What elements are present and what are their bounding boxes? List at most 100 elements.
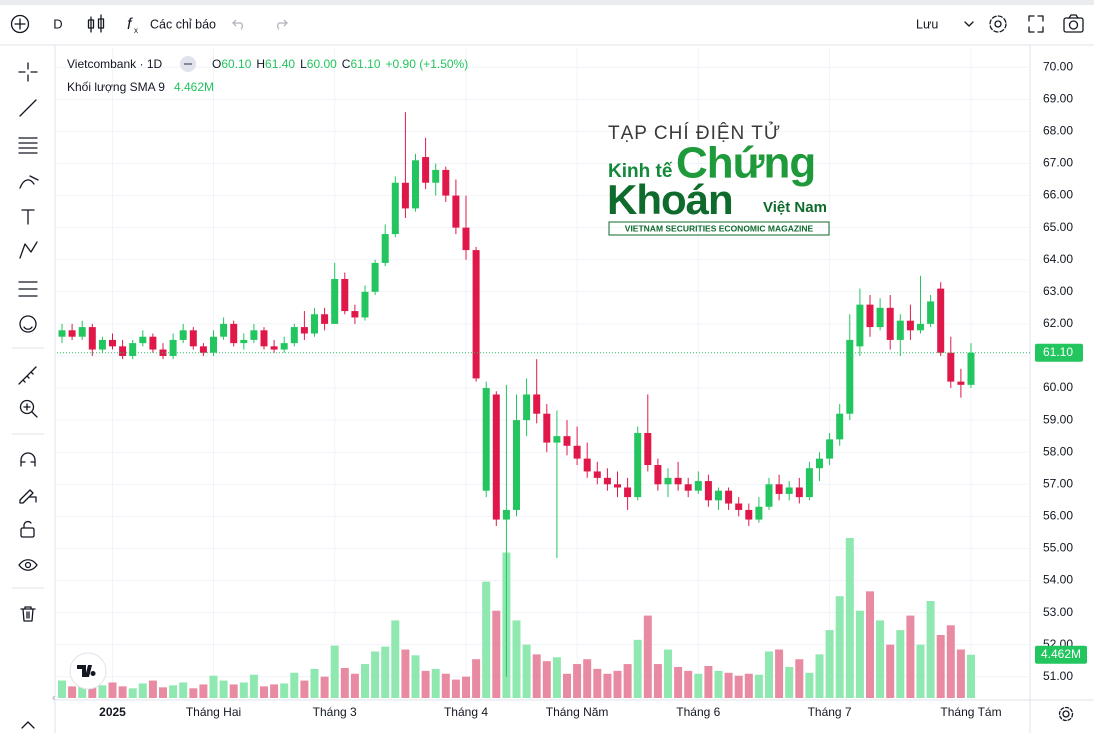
watermark-chung: Chứng <box>676 139 815 188</box>
candle-body <box>947 352 955 382</box>
volume-bar <box>744 673 753 698</box>
candle-body <box>260 330 268 347</box>
candle-body <box>381 234 389 263</box>
candle-body <box>553 436 561 443</box>
legend-key: L <box>300 57 307 71</box>
fib-tool[interactable] <box>18 137 38 154</box>
watermark-viet-nam: Việt Nam <box>763 199 827 216</box>
volume-bar <box>573 664 582 698</box>
volume-bar <box>391 620 400 698</box>
candle-body <box>432 169 440 183</box>
candle-body <box>412 160 419 209</box>
candle-body <box>886 307 894 340</box>
screenshot-button[interactable] <box>1063 14 1084 33</box>
volume-bar <box>330 645 339 698</box>
candle-body <box>472 250 480 379</box>
candle-body <box>189 330 197 347</box>
candle-body <box>149 336 157 350</box>
more-tools[interactable] <box>21 721 35 729</box>
candle-body <box>634 432 642 498</box>
chart-type-button[interactable] <box>87 14 105 33</box>
legend-value: 60.00 <box>307 57 337 71</box>
volume-bar <box>563 673 571 698</box>
visibility-tool[interactable] <box>18 559 38 571</box>
y-tick-label: 58.00 <box>1043 444 1073 458</box>
y-tick-label: 67.00 <box>1043 156 1073 170</box>
brush-tool[interactable] <box>19 175 39 189</box>
save-button[interactable]: Lưu <box>916 17 938 31</box>
last-price-label: 61.10 <box>1043 345 1073 359</box>
y-tick-label: 51.00 <box>1043 669 1073 683</box>
volume-bar <box>734 675 743 698</box>
volume-bar <box>68 686 77 698</box>
zoom-tool[interactable] <box>19 399 38 418</box>
candle-body <box>836 413 844 440</box>
volume-bar <box>926 601 935 698</box>
fullscreen-button[interactable] <box>1028 15 1044 33</box>
volume-bar <box>674 666 683 698</box>
scroll-left[interactable]: ‹ <box>52 693 55 704</box>
candle-body <box>745 509 753 520</box>
volume-bar <box>179 682 188 698</box>
volume-bar <box>946 625 955 698</box>
prediction-tool[interactable] <box>18 281 38 297</box>
volume-bar <box>855 610 864 698</box>
volume-bar <box>260 686 268 698</box>
emoji-tool[interactable] <box>19 315 37 333</box>
volume-bar <box>58 680 66 698</box>
volume-bar <box>532 654 541 698</box>
fx-icon[interactable]: f <box>127 16 133 33</box>
candle-body <box>876 307 884 328</box>
legend-symbol: Vietcombank · 1D <box>67 57 162 71</box>
volume-bar <box>219 680 228 698</box>
candle-body <box>98 339 106 350</box>
measure-tool[interactable] <box>18 366 37 385</box>
trendline-tool[interactable] <box>19 99 37 117</box>
candle-body <box>533 394 541 414</box>
legend-value: 61.40 <box>265 57 295 71</box>
candle-body <box>614 484 621 488</box>
settings-button[interactable] <box>989 15 1007 33</box>
y-tick-label: 60.00 <box>1043 380 1073 394</box>
crosshair-tool[interactable] <box>18 62 38 82</box>
redo-button[interactable] <box>277 19 288 30</box>
volume-bar <box>583 659 592 698</box>
candle-body <box>502 509 510 520</box>
save-menu-button[interactable] <box>964 21 974 27</box>
pattern-tool[interactable] <box>19 241 38 259</box>
candle-body <box>664 477 672 485</box>
x-tick-label: Tháng Hai <box>186 705 241 719</box>
volume-bar <box>694 673 703 698</box>
lock-tool[interactable] <box>20 520 35 538</box>
add-symbol-button[interactable] <box>10 14 30 34</box>
candle-body <box>290 327 298 344</box>
candle-body <box>361 291 369 318</box>
volume-bar <box>664 649 672 698</box>
volume-bar <box>189 688 198 698</box>
lock-draw-tool[interactable] <box>19 489 37 504</box>
candle-body <box>280 343 288 350</box>
candle-body <box>240 339 248 344</box>
magnet-tool[interactable] <box>20 452 36 467</box>
candle-body <box>169 339 177 356</box>
candle-body <box>422 157 430 183</box>
undo-button[interactable] <box>232 19 243 30</box>
candle-body <box>603 477 611 485</box>
candle-body <box>704 481 712 501</box>
volume-bar <box>310 668 319 698</box>
fx-icon-x[interactable]: x <box>134 26 138 35</box>
y-tick-label: 56.00 <box>1043 509 1073 523</box>
candle-body <box>846 339 854 414</box>
x-tick-label: Tháng 7 <box>808 705 852 719</box>
indicators-button[interactable]: Các chỉ báo <box>150 17 216 31</box>
axis-settings-button[interactable] <box>1058 706 1074 722</box>
volume-bar <box>472 659 481 698</box>
text-tool[interactable] <box>21 209 35 225</box>
delete-tool[interactable] <box>20 606 36 622</box>
volume-bar <box>785 666 794 698</box>
volume-bar <box>795 659 804 698</box>
volume-bar <box>906 615 915 698</box>
interval-button[interactable]: D <box>53 16 62 31</box>
candle-body <box>88 327 96 350</box>
candle-body <box>624 487 632 498</box>
